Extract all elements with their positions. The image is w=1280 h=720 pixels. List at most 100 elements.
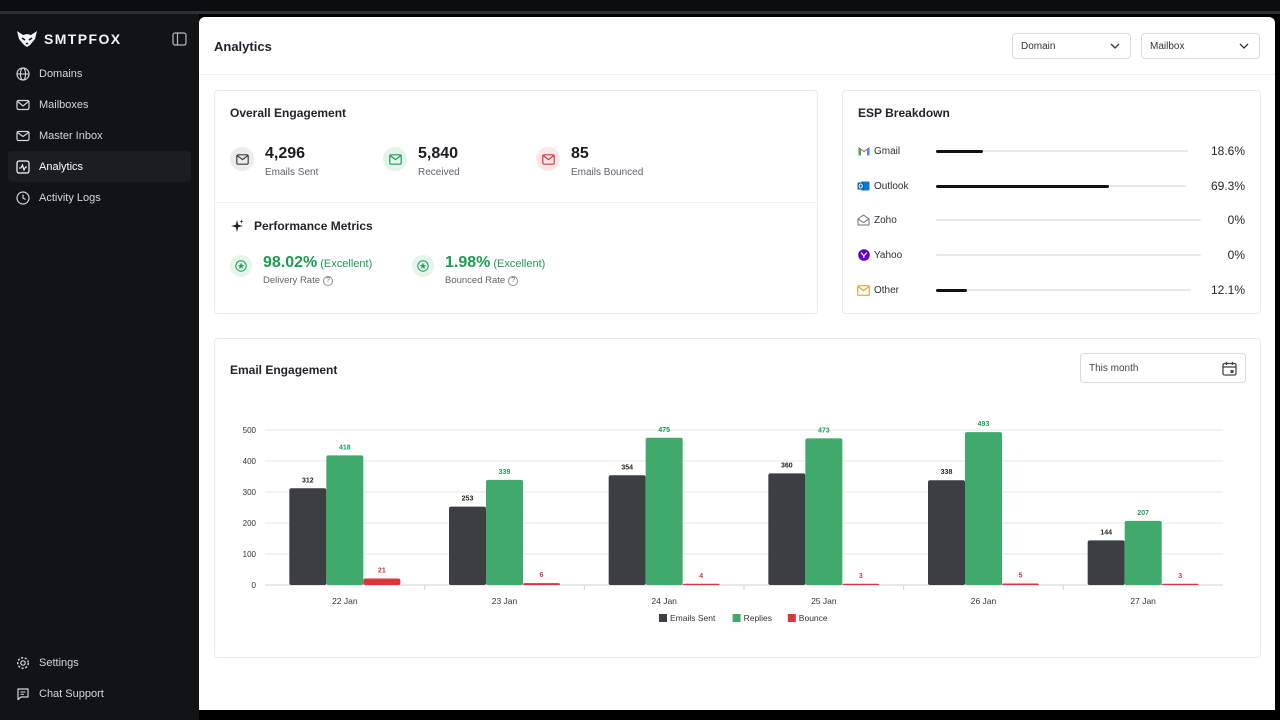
data-label: 21 (378, 567, 386, 574)
bar-bounce (1002, 583, 1039, 585)
esp-percent: 69.3% (1210, 179, 1245, 193)
bar-replies (805, 438, 843, 585)
x-tick-label: 25 Jan (811, 596, 837, 606)
mailbox-select-value: Mailbox (1150, 40, 1185, 52)
page-header: Analytics Domain Mailbox (199, 17, 1275, 75)
calendar-icon (1222, 361, 1237, 376)
x-tick-label: 22 Jan (332, 596, 358, 606)
chevron-down-icon (1239, 43, 1249, 49)
analytics-icon (16, 159, 30, 174)
sidebar-item-analytics[interactable]: Analytics (8, 151, 191, 182)
esp-bar-fill (936, 288, 967, 292)
legend-swatch (659, 614, 667, 622)
zoho-icon (857, 214, 870, 227)
esp-breakdown-title: ESP Breakdown (858, 106, 950, 120)
sidebar-bottom-nav: Settings Chat Support (0, 647, 199, 709)
envelope-icon (857, 284, 870, 297)
performance-metrics-title: Performance Metrics (254, 219, 373, 233)
date-range-picker[interactable]: This month (1080, 353, 1246, 383)
y-tick-label: 0 (252, 581, 257, 590)
sidebar-item-settings[interactable]: Settings (8, 647, 191, 678)
metric-rating: (Excellent) (493, 258, 546, 270)
esp-percent: 0% (1227, 213, 1245, 227)
bar-emails-sent (289, 488, 327, 585)
esp-bar-track (936, 149, 1188, 153)
bar-emails-sent (608, 475, 646, 585)
mail-bounced-icon (536, 147, 560, 171)
esp-percent: 12.1% (1210, 283, 1245, 297)
esp-percent: 0% (1227, 248, 1245, 262)
stat-label: Emails Sent (265, 167, 319, 178)
help-icon[interactable]: ? (323, 275, 334, 286)
legend-swatch (787, 614, 796, 622)
esp-row-other: Other 12.1% (857, 283, 1247, 297)
data-label: 360 (781, 462, 793, 469)
star-badge-icon (230, 255, 252, 277)
esp-bar-fill (936, 184, 1110, 188)
y-tick-label: 400 (243, 457, 257, 466)
esp-row-zoho: Zoho 0% (857, 213, 1247, 227)
legend-label: Replies (744, 613, 772, 623)
sidebar-item-domains[interactable]: Domains (8, 58, 191, 89)
outlook-icon (857, 180, 870, 193)
esp-name: Outlook (874, 180, 909, 192)
metric-value: 98.02% (263, 254, 318, 271)
x-tick-label: 27 Jan (1130, 596, 1156, 606)
bar-bounce (363, 578, 401, 585)
esp-name: Yahoo (874, 249, 903, 261)
sidebar-item-chat-support[interactable]: Chat Support (8, 678, 191, 709)
y-tick-label: 300 (243, 488, 257, 497)
metric-label: Bounced Rate (445, 275, 506, 286)
y-tick-label: 200 (243, 519, 257, 528)
sidebar-item-mailboxes[interactable]: Mailboxes (8, 89, 191, 120)
sidebar-item-label: Master Inbox (39, 129, 103, 142)
data-label: 493 (978, 421, 990, 428)
bar-emails-sent (768, 473, 806, 585)
sidebar-item-label: Analytics (39, 160, 84, 173)
esp-bar-track (936, 184, 1186, 188)
data-label: 207 (1137, 510, 1149, 517)
x-tick-label: 26 Jan (971, 596, 997, 606)
mailbox-select[interactable]: Mailbox (1141, 33, 1260, 59)
esp-breakdown-card: ESP Breakdown Gmail 18.6% Outlook 69.3% … (842, 90, 1261, 314)
brand-logo[interactable]: SMTPFOX (16, 30, 121, 48)
email-engagement-chart: 0 100 200 300 400 500 22 Jan 312 418 21 23 Jan 253 3… (243, 421, 1223, 623)
sidebar-item-label: Activity Logs (39, 191, 101, 204)
main-content: Analytics Domain Mailbox Overall Engagem… (199, 17, 1275, 710)
stat-value: 5,840 (418, 145, 459, 162)
legend-swatch (732, 614, 741, 622)
inbox-icon (16, 130, 30, 141)
data-label: 338 (941, 469, 953, 476)
overall-engagement-title: Overall Engagement (230, 106, 347, 120)
esp-name: Other (874, 284, 900, 296)
stat-received: 5,840 Received (383, 145, 460, 178)
mail-sent-icon (230, 147, 254, 171)
bar-replies (965, 432, 1002, 585)
email-engagement-card: Email Engagement This month 0 100 200 300 40… (214, 338, 1261, 658)
help-icon[interactable]: ? (508, 275, 519, 286)
esp-row-outlook: Outlook 69.3% (857, 179, 1247, 193)
bar-replies (486, 479, 523, 585)
esp-bar-track (936, 288, 1191, 292)
sidebar-item-label: Mailboxes (39, 98, 89, 111)
sidebar-collapse-icon[interactable] (172, 32, 188, 46)
sidebar-item-master-inbox[interactable]: Master Inbox (8, 120, 191, 151)
domain-select[interactable]: Domain (1012, 33, 1131, 59)
gear-icon (16, 656, 30, 669)
star-badge-icon (412, 255, 434, 277)
metric-bounced-rate: 1.98% (Excellent) Bounced Rate? (412, 254, 545, 286)
chat-icon (17, 687, 29, 700)
sidebar-item-label: Settings (39, 656, 79, 669)
esp-row-gmail: Gmail 18.6% (857, 144, 1247, 158)
mail-received-icon (383, 147, 407, 171)
data-label: 475 (658, 427, 670, 434)
bar-replies (326, 455, 364, 585)
data-label: 6 (540, 572, 544, 579)
sidebar-item-activity-logs[interactable]: Activity Logs (8, 182, 191, 213)
esp-percent: 18.6% (1210, 144, 1245, 158)
bar-emails-sent (1087, 540, 1125, 585)
performance-metrics-header: Performance Metrics (230, 219, 373, 233)
metric-rating: (Excellent) (320, 258, 373, 270)
bar-replies (1124, 520, 1162, 585)
overall-engagement-card: Overall Engagement 4,296 Emails Sent 5,8… (214, 90, 818, 314)
